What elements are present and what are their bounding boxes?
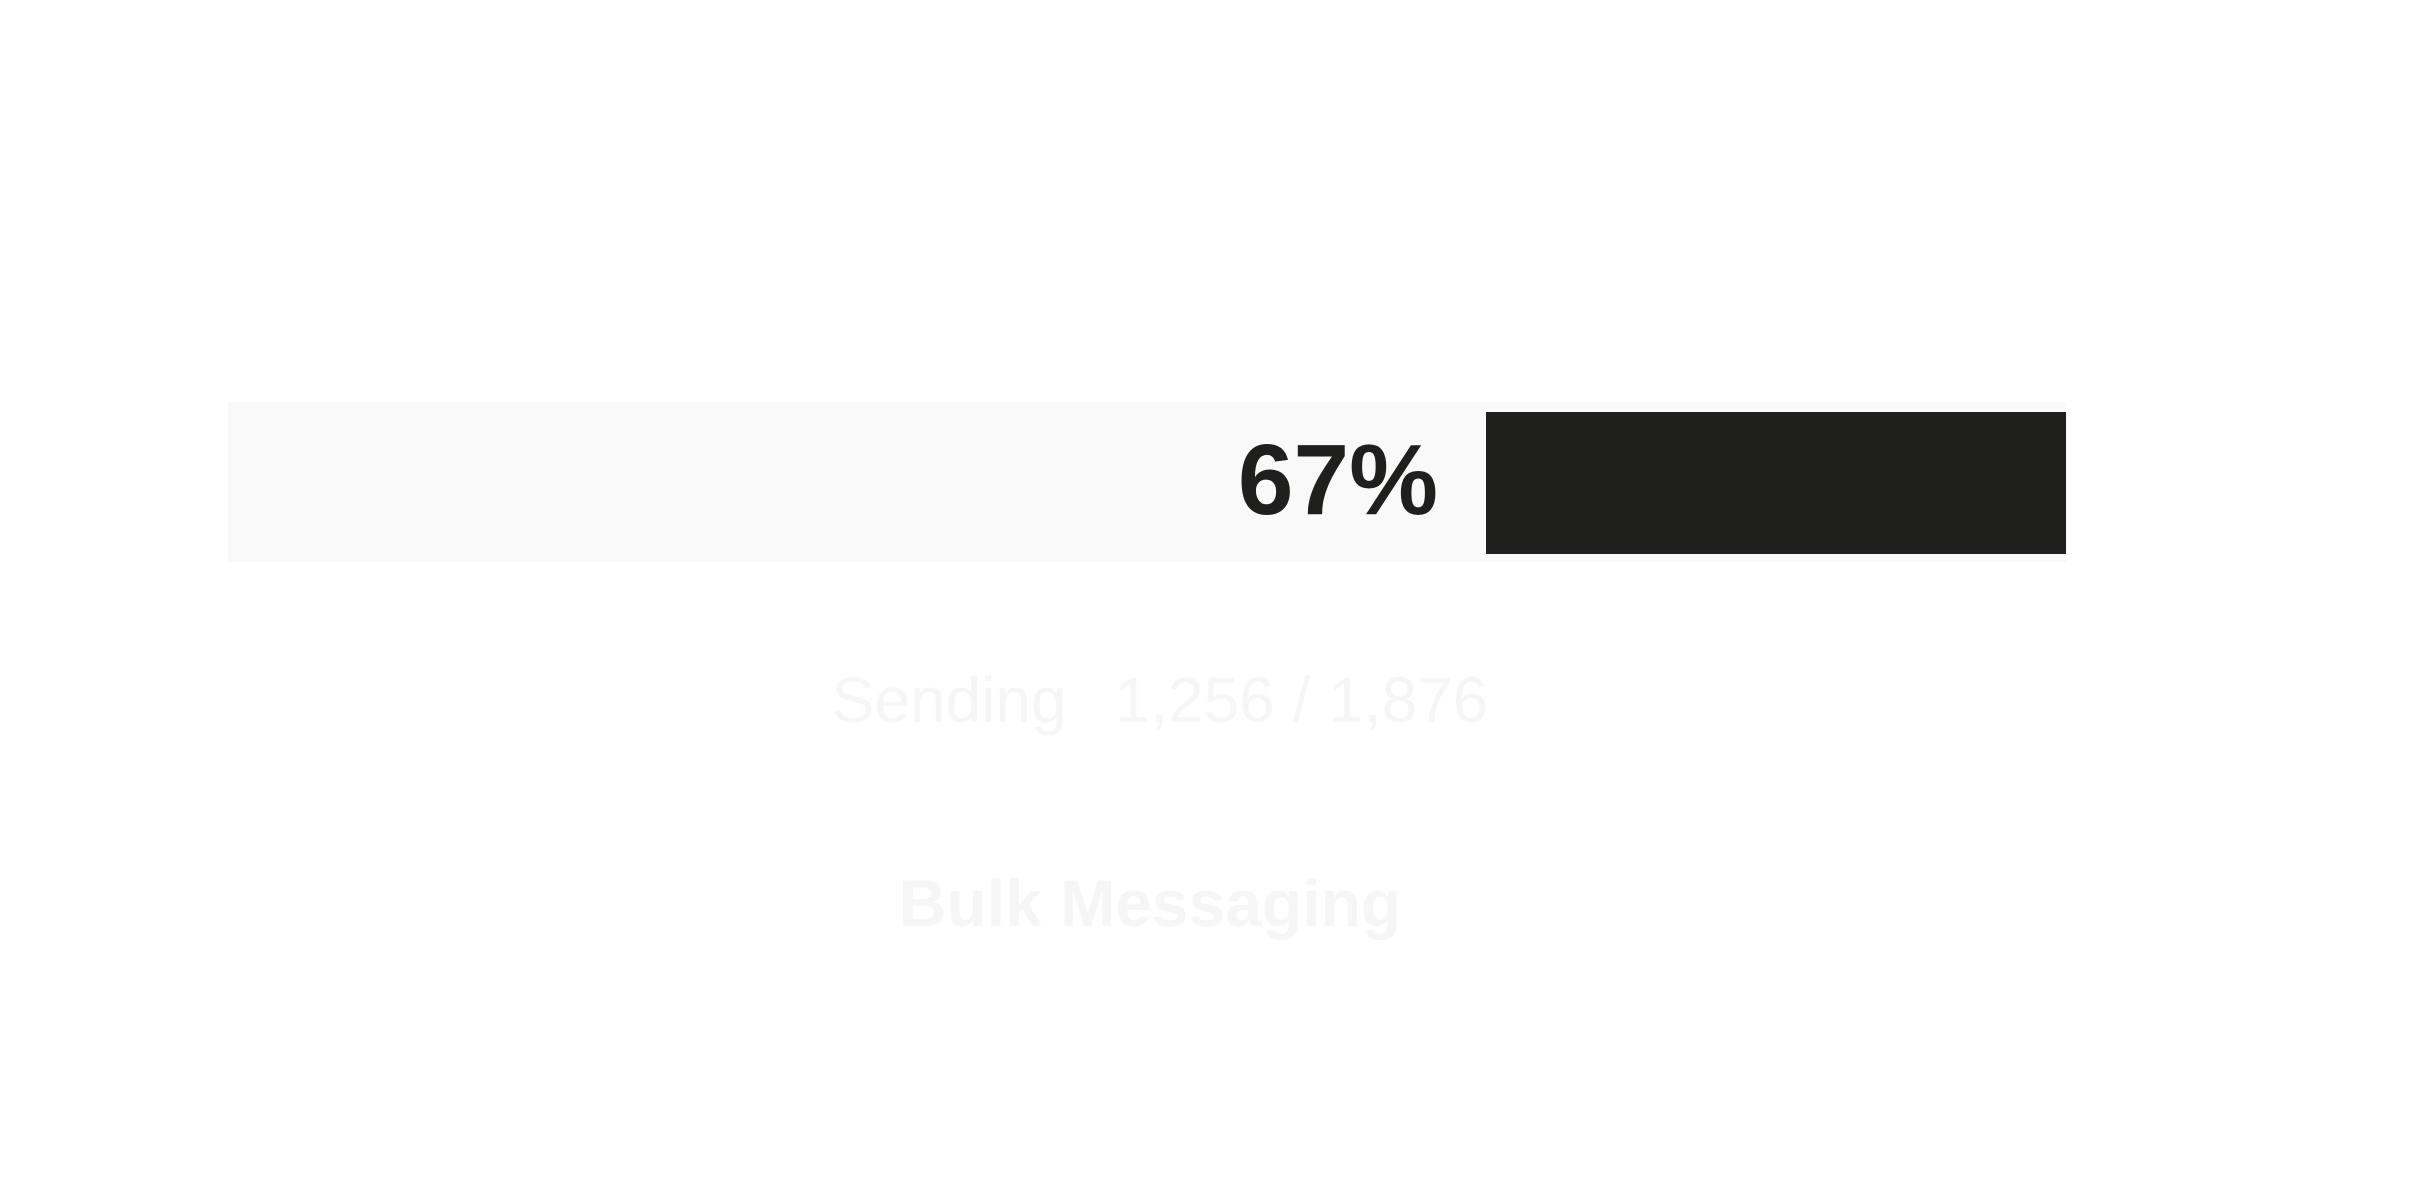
status-count: 1,256 / 1,876	[1114, 664, 1489, 736]
status-verb: Sending	[831, 664, 1067, 736]
app-title: Bulk Messaging	[898, 866, 1402, 940]
progress-percent-label: 67%	[1237, 424, 1438, 536]
status-line: Sending 1,256 / 1,876	[600, 655, 1720, 745]
progress-fill	[1486, 412, 2066, 554]
